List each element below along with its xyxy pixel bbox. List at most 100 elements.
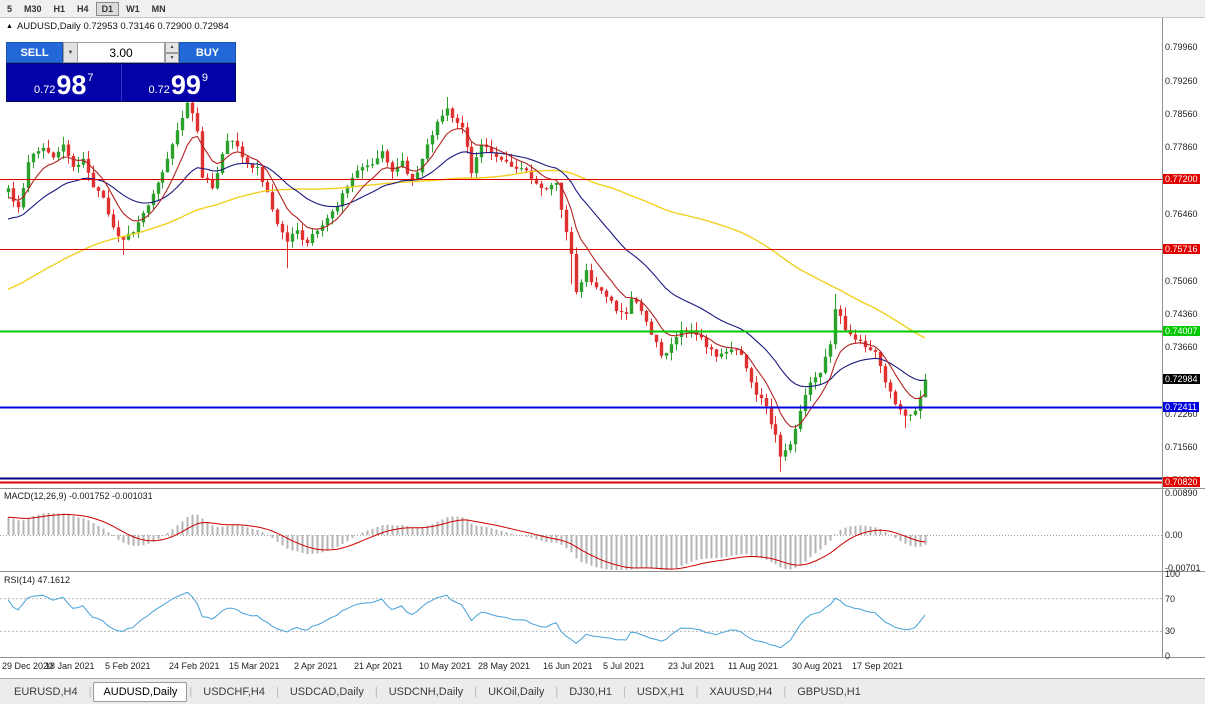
price-axis-label: 0.77860 — [1165, 142, 1198, 152]
chart-tab[interactable]: USDCAD,Daily — [289, 686, 364, 698]
timeframe-toolbar: 5 M30 H1 H4 D1 W1 MN — [0, 0, 1205, 18]
tab-separator: | — [88, 686, 92, 698]
price-axis-label: 0.79960 — [1165, 42, 1198, 52]
price-axis-label: 0.79260 — [1165, 76, 1198, 86]
one-click-trading-panel: SELL ▼ 3.00 ▲ ▼ BUY 0.72 98 7 0.72 99 — [6, 42, 236, 102]
price-axis-label: 0.72260 — [1165, 409, 1198, 419]
date-axis-label: 5 Feb 2021 — [105, 661, 151, 671]
volume-dropdown-button[interactable]: ▼ — [63, 42, 78, 63]
buy-price-big-digits: 99 — [170, 70, 201, 100]
chart-tab[interactable]: USDCHF,H4 — [203, 686, 265, 698]
date-axis-label: 16 Jun 2021 — [543, 661, 593, 671]
macd-histogram — [7, 512, 927, 570]
macd-signal-line — [7, 513, 926, 570]
date-axis-label: 29 Dec 2020 — [2, 661, 54, 671]
chart-tab[interactable]: XAUUSD,H4 — [709, 686, 773, 698]
price-axis-label: 70 — [1165, 594, 1176, 604]
date-axis-label: 17 Sep 2021 — [852, 661, 904, 671]
chart-tab[interactable]: UKOil,Daily — [488, 686, 545, 698]
price-axis-label: 0.71560 — [1165, 442, 1198, 452]
date-axis-label: 10 May 2021 — [419, 661, 472, 671]
price-axis-label: 0.70820 — [1163, 477, 1200, 487]
chart-surface[interactable] — [0, 18, 1205, 678]
price-axis-label: -0.00701 — [1165, 563, 1201, 573]
tab-separator: | — [189, 686, 193, 698]
tab-separator: | — [623, 686, 626, 698]
tab-separator: | — [374, 686, 378, 698]
date-axis-label: 21 Apr 2021 — [354, 661, 403, 671]
date-axis-label: 18 Jan 2021 — [45, 661, 95, 671]
chart-window: ▲ AUDUSD,Daily 0.72953 0.73146 0.72900 0… — [0, 18, 1205, 678]
volume-stepper: ▲ ▼ — [165, 42, 179, 63]
volume-down-button[interactable]: ▼ — [165, 52, 179, 63]
date-axis-label: 30 Aug 2021 — [792, 661, 843, 671]
date-axis-label: 5 Jul 2021 — [603, 661, 645, 671]
timeframe-button-MN[interactable]: MN — [151, 3, 166, 14]
chart-tab[interactable]: USDCNH,Daily — [388, 686, 464, 698]
price-divider — [120, 64, 122, 101]
chart-tabs-bar: EURUSD,H4 | AUDUSD,Daily | USDCHF,H4 | USDCAD,… — [0, 678, 1205, 704]
timeframe-button-M30[interactable]: M30 — [24, 3, 42, 14]
date-axis-label: 28 May 2021 — [478, 661, 531, 671]
buy-price-pipette: 9 — [201, 72, 209, 84]
price-axis-label: 0.74360 — [1165, 309, 1198, 319]
date-axis-label: 23 Jul 2021 — [668, 661, 715, 671]
volume-up-button[interactable]: ▲ — [165, 42, 179, 53]
price-axis-label: 100 — [1165, 569, 1181, 579]
volume-input[interactable]: 3.00 — [78, 42, 165, 63]
macd-indicator — [0, 512, 1162, 570]
price-axis-label: 0.72984 — [1163, 374, 1200, 384]
date-axis-label: 24 Feb 2021 — [169, 661, 220, 671]
moving-average-lines — [7, 128, 926, 428]
rsi-line — [7, 591, 926, 649]
price-axis-label: 0.76460 — [1165, 209, 1198, 219]
sell-button[interactable]: SELL — [6, 42, 63, 63]
tab-separator: | — [474, 686, 478, 698]
tab-separator: | — [695, 686, 699, 698]
ma-line — [7, 151, 926, 388]
date-axis-label: 11 Aug 2021 — [728, 661, 778, 671]
chart-tab[interactable]: USDX,H1 — [636, 686, 685, 698]
timeframe-button-5[interactable]: 5 — [7, 3, 13, 14]
price-axis-label: 0.74007 — [1163, 326, 1200, 336]
price-axis-label: 0.00 — [1165, 530, 1183, 540]
date-axis-label: 2 Apr 2021 — [294, 661, 338, 671]
sell-price-display[interactable]: 0.72 98 7 — [7, 64, 121, 101]
tab-separator: | — [276, 686, 279, 698]
chart-ohlc-text: AUDUSD,Daily 0.72953 0.73146 0.72900 0.7… — [16, 21, 229, 32]
buy-button[interactable]: BUY — [179, 42, 236, 63]
timeframe-button-H1[interactable]: H1 — [53, 3, 66, 14]
price-axis-label: 30 — [1165, 626, 1176, 636]
chart-tab[interactable]: GBPUSD,H1 — [797, 686, 861, 698]
date-scale[interactable]: 29 Dec 2020 18 Jan 2021 5 Feb 2021 24 Feb 2… — [0, 659, 1162, 677]
timeframe-button-D1[interactable]: D1 — [95, 1, 120, 16]
sell-price-pipette: 7 — [87, 72, 94, 84]
buy-price-prefix: 0.72 — [148, 84, 170, 96]
sell-price-prefix: 0.72 — [33, 84, 56, 96]
chart-tab[interactable]: EURUSD,H4 — [14, 686, 78, 698]
sell-price-big-digits: 98 — [56, 70, 87, 100]
date-axis-label: 15 Mar 2021 — [229, 661, 280, 671]
ma-line — [7, 128, 926, 428]
price-axis-label: 0.75060 — [1165, 276, 1198, 286]
price-axis-label: 0.73660 — [1165, 342, 1198, 352]
horizontal-level-lines[interactable] — [0, 179, 1162, 484]
timeframe-button-H4[interactable]: H4 — [77, 3, 89, 14]
rsi-readout: RSI(14) 47.1612 — [4, 575, 71, 585]
price-axis-label: 0.77200 — [1163, 174, 1200, 184]
candles — [6, 90, 928, 472]
chart-tab[interactable]: DJ30,H1 — [569, 686, 612, 698]
tab-separator: | — [555, 686, 559, 698]
ma-line — [7, 169, 926, 339]
macd-readout: MACD(12,26,9) -0.001752 -0.001031 — [4, 491, 153, 501]
price-axis-label: 0 — [1165, 651, 1171, 661]
one-click-panel-toggle-icon[interactable]: ▲ — [6, 23, 13, 30]
price-axis-label: 0.78560 — [1165, 109, 1198, 119]
price-axis-label: 0.75716 — [1163, 244, 1200, 254]
rsi-indicator — [0, 591, 1162, 649]
price-scale[interactable]: 0.79960 0.79260 0.78560 0.77860 0.76460 0.750… — [1163, 18, 1205, 661]
timeframe-button-W1[interactable]: W1 — [126, 3, 140, 14]
buy-price-display[interactable]: 0.72 99 9 — [122, 64, 236, 101]
chart-tab[interactable]: AUDUSD,Daily — [93, 682, 188, 702]
